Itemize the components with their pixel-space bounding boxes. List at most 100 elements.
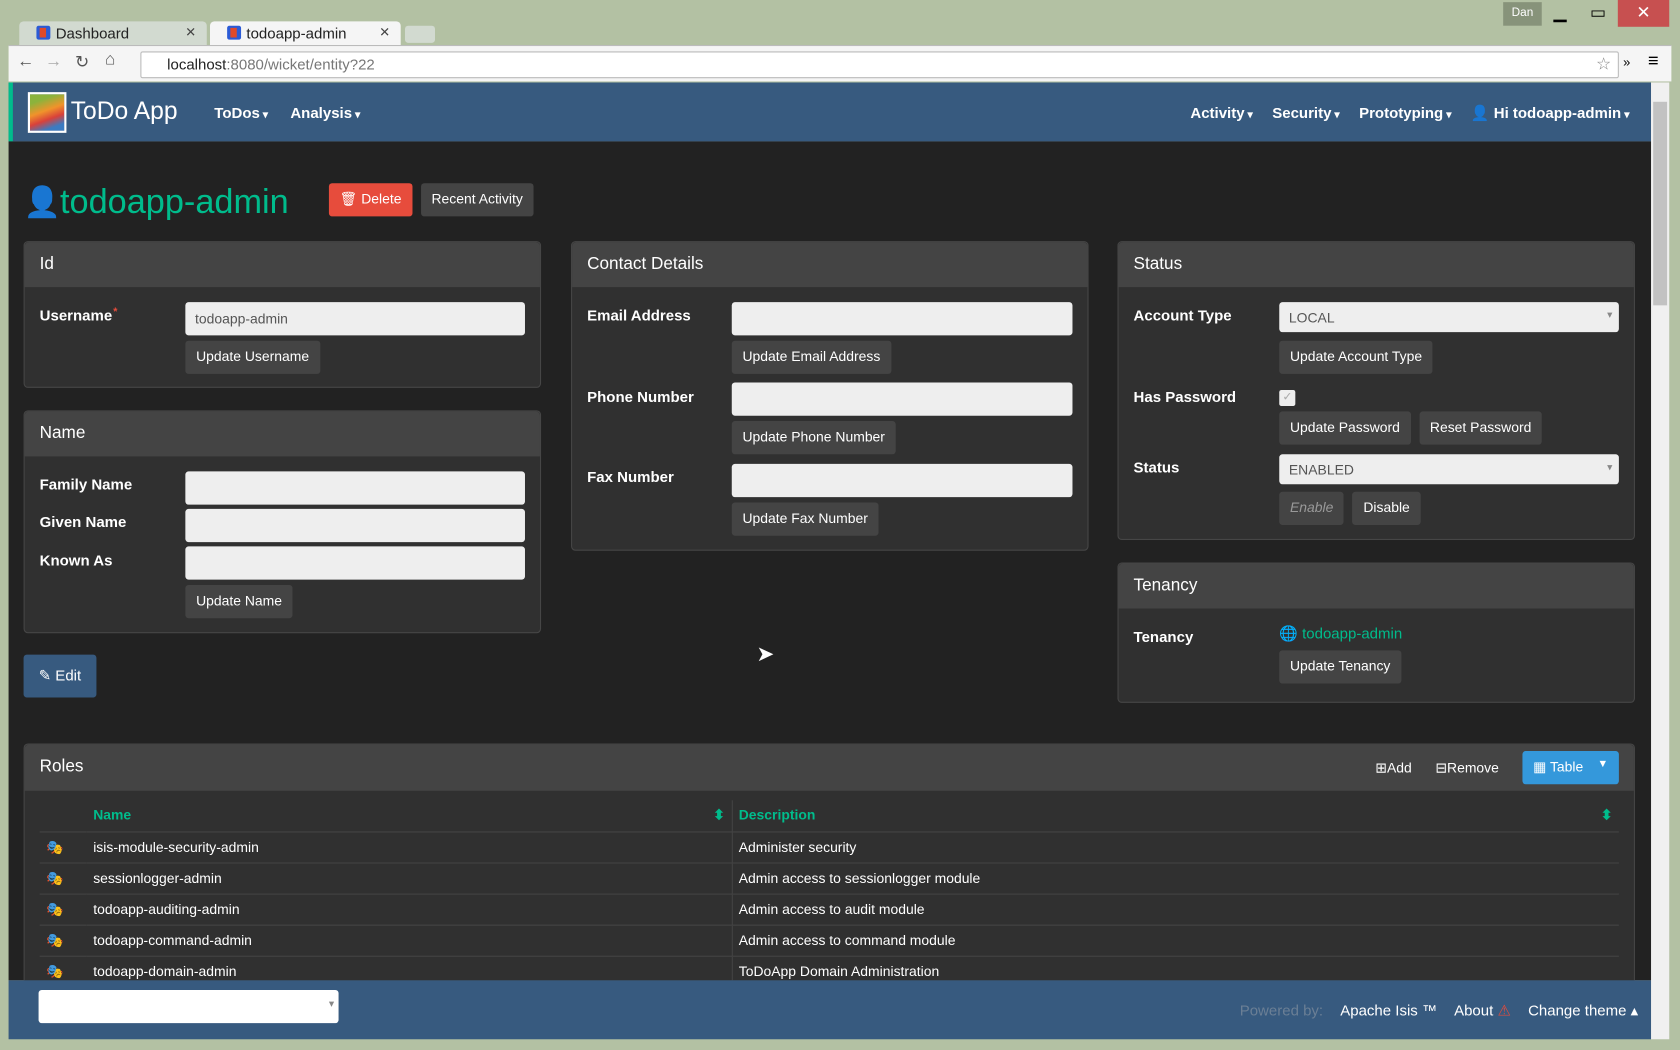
table-row[interactable]: 🎭 todoapp-command-admin Admin access to co… xyxy=(39,924,1619,957)
tenancy-panel: Tenancy Tenancy 🌐 todoapp-admin Update T… xyxy=(1117,562,1635,703)
id-panel: Id Username* todoapp-admin Update Userna… xyxy=(23,241,542,388)
add-button[interactable]: ⊞Add xyxy=(1375,759,1412,776)
extensions-overflow-icon[interactable]: » xyxy=(1623,54,1631,70)
about-link[interactable]: About ⚠ xyxy=(1454,1001,1511,1019)
close-tab-icon[interactable]: ✕ xyxy=(379,24,390,40)
tab-dashboard[interactable]: Dashboard ✕ xyxy=(19,21,207,45)
has-password-checkbox[interactable]: ✓ xyxy=(1279,389,1296,407)
role-icon[interactable]: 🎭 xyxy=(39,862,87,895)
globe-icon: 🌐 xyxy=(1279,624,1298,642)
role-name[interactable]: todoapp-domain-admin xyxy=(86,955,733,981)
address-bar[interactable]: localhost:8080/wicket/entity?22 ☆ xyxy=(140,51,1619,79)
back-icon[interactable]: ← xyxy=(17,52,35,71)
navbar: ToDo App ToDos Analysis Activity Securit… xyxy=(8,82,1652,142)
reset-password-button[interactable]: Reset Password xyxy=(1419,411,1543,445)
name-panel: Name Family Name Given Name Known As Upd… xyxy=(23,410,542,634)
update-tenancy-button[interactable]: Update Tenancy xyxy=(1279,650,1402,684)
role-icon[interactable]: 🎭 xyxy=(39,955,87,981)
mouse-cursor: ➤ xyxy=(756,642,775,667)
minimize-button[interactable]: ▁ xyxy=(1553,4,1567,23)
menu-analysis[interactable]: Analysis xyxy=(290,104,360,121)
brand[interactable]: ToDo App xyxy=(70,96,178,125)
account-type-select[interactable]: LOCAL xyxy=(1279,302,1619,333)
tab-todoapp-admin[interactable]: todoapp-admin ✕ xyxy=(209,21,401,45)
role-name[interactable]: isis-module-security-admin xyxy=(86,831,733,864)
home-icon[interactable]: ⌂ xyxy=(104,50,116,69)
column-description[interactable]: Description ⬍ xyxy=(731,800,1619,832)
role-description: ToDoApp Domain Administration xyxy=(731,955,1619,981)
update-password-button[interactable]: Update Password xyxy=(1279,411,1411,445)
menu-todos[interactable]: ToDos xyxy=(214,104,268,121)
theme-select[interactable]: ▾ xyxy=(38,989,339,1024)
app-favicon xyxy=(227,25,242,40)
update-fax-button[interactable]: Update Fax Number xyxy=(731,502,879,536)
email-field[interactable] xyxy=(731,302,1073,336)
status-panel: Status Account Type LOCAL Update Account… xyxy=(1117,241,1635,540)
role-name[interactable]: todoapp-command-admin xyxy=(86,924,733,957)
tab-title: todoapp-admin xyxy=(246,24,347,42)
role-icon[interactable]: 🎭 xyxy=(39,831,87,864)
update-email-button[interactable]: Update Email Address xyxy=(731,340,892,374)
tab-title: Dashboard xyxy=(55,24,130,42)
warning-icon: ⚠ xyxy=(1497,1001,1511,1019)
status-select[interactable]: ENABLED xyxy=(1279,454,1619,485)
given-name-field[interactable] xyxy=(185,508,525,543)
menu-prototyping[interactable]: Prototyping xyxy=(1359,104,1452,122)
close-window-button[interactable]: ✕ xyxy=(1617,0,1670,27)
table-row[interactable]: 🎭 todoapp-domain-admin ToDoApp Domain Admi… xyxy=(39,955,1619,981)
menu-user[interactable]: 👤 Hi todoapp-admin xyxy=(1471,104,1630,122)
page-title: todoapp-admin xyxy=(59,182,289,221)
disable-button[interactable]: Disable xyxy=(1352,491,1421,525)
role-description: Admin access to command module xyxy=(731,924,1619,957)
family-name-field[interactable] xyxy=(185,471,525,505)
update-account-type-button[interactable]: Update Account Type xyxy=(1279,340,1433,374)
update-name-button[interactable]: Update Name xyxy=(185,584,293,619)
table-row[interactable]: 🎭 isis-module-security-admin Administer se… xyxy=(39,831,1619,864)
apache-isis-link[interactable]: Apache Isis ™ xyxy=(1340,1001,1437,1019)
roles-panel: Roles ⊞Add ⊟Remove ▦ Table ▼ Name ⬍ Descri… xyxy=(23,743,1635,981)
reload-icon[interactable]: ↻ xyxy=(74,53,90,72)
new-tab-button[interactable] xyxy=(404,25,435,43)
remove-button[interactable]: ⊟Remove xyxy=(1435,759,1499,776)
bookmark-star-icon[interactable]: ☆ xyxy=(1596,55,1612,74)
role-name[interactable]: sessionlogger-admin xyxy=(86,862,733,895)
sort-icon: ⬍ xyxy=(713,807,725,824)
edit-button[interactable]: ✎ Edit xyxy=(23,654,97,698)
table-row[interactable]: 🎭 todoapp-auditing-admin Admin access to a… xyxy=(39,893,1619,926)
role-icon[interactable]: 🎭 xyxy=(39,893,87,926)
fax-field[interactable] xyxy=(731,463,1073,498)
known-as-field[interactable] xyxy=(185,546,525,580)
menu-security[interactable]: Security xyxy=(1272,104,1340,122)
menu-icon[interactable]: ≡ xyxy=(1647,50,1659,71)
role-description: Admin access to audit module xyxy=(731,893,1619,926)
delete-button[interactable]: 🗑 Delete xyxy=(328,183,413,217)
browser-toolbar: ← → ↻ ⌂ localhost:8080/wicket/entity?22 ☆… xyxy=(8,44,1672,82)
recent-activity-button[interactable]: Recent Activity xyxy=(420,183,534,217)
table-row[interactable]: 🎭 sessionlogger-admin Admin access to sess… xyxy=(39,862,1619,895)
phone-field[interactable] xyxy=(731,382,1073,416)
footer: ▾ Powered by: Apache Isis ™ About ⚠ Chan… xyxy=(8,980,1652,1040)
maximize-button[interactable]: ▭ xyxy=(1589,4,1607,23)
update-phone-button[interactable]: Update Phone Number xyxy=(731,421,896,455)
roles-table: Name ⬍ Description ⬍ 🎭 isis-module-security-… xyxy=(39,800,1619,981)
table-view-button[interactable]: ▦ Table ▼ xyxy=(1522,751,1619,785)
role-icon[interactable]: 🎭 xyxy=(39,924,87,957)
app-logo xyxy=(27,92,67,133)
update-username-button[interactable]: Update Username xyxy=(185,340,320,374)
menu-activity[interactable]: Activity xyxy=(1190,104,1253,122)
role-name[interactable]: todoapp-auditing-admin xyxy=(86,893,733,926)
close-tab-icon[interactable]: ✕ xyxy=(185,24,197,40)
caret-down-icon: ▼ xyxy=(1597,758,1609,771)
role-description: Administer security xyxy=(731,831,1619,864)
sort-icon: ⬍ xyxy=(1600,807,1613,824)
enable-button: Enable xyxy=(1279,491,1345,525)
change-theme-link[interactable]: Change theme ▴ xyxy=(1528,1001,1639,1019)
column-name[interactable]: Name ⬍ xyxy=(86,800,733,832)
user-badge: Dan xyxy=(1503,2,1542,26)
forward-icon[interactable]: → xyxy=(44,52,63,71)
scrollbar[interactable] xyxy=(1651,82,1670,1040)
username-field[interactable]: todoapp-admin xyxy=(185,302,525,336)
role-description: Admin access to sessionlogger module xyxy=(731,862,1619,895)
tenancy-link[interactable]: 🌐 todoapp-admin xyxy=(1279,624,1403,642)
user-icon: 👤 xyxy=(23,185,61,219)
